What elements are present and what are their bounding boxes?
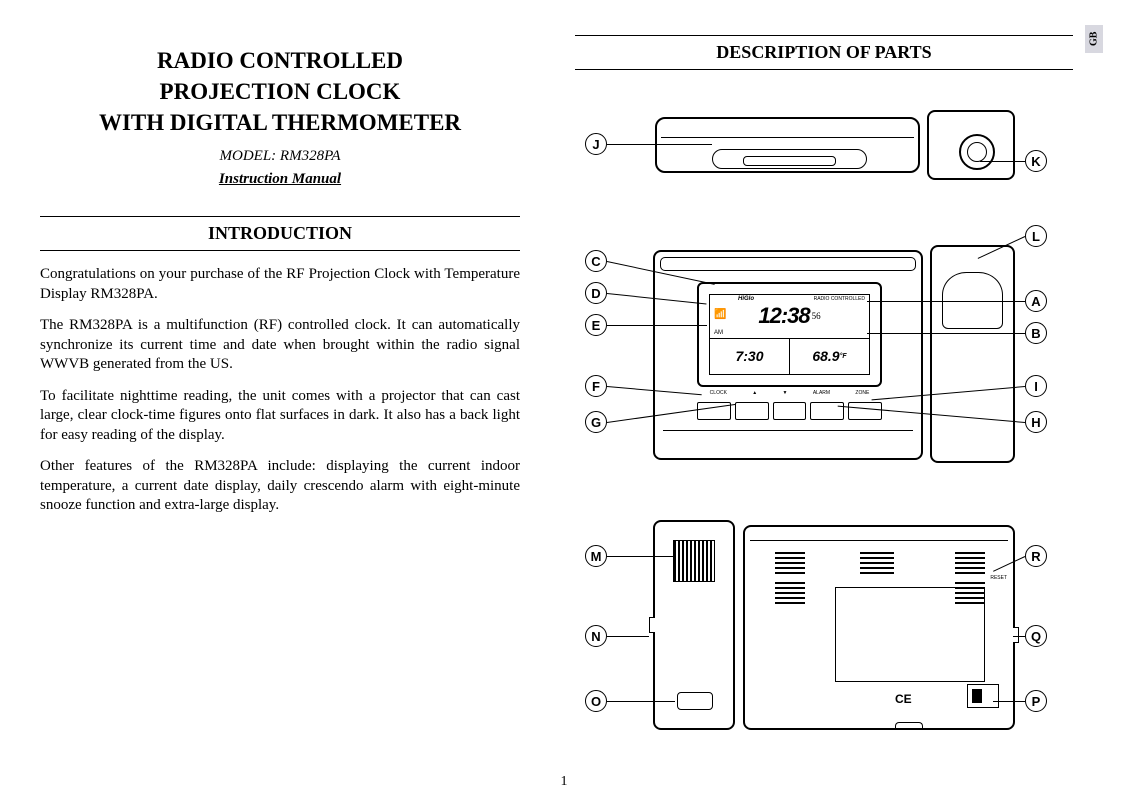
lcd-bottom-row: 7:30 68.9°F bbox=[710, 339, 869, 374]
front-body: HiGlo RADIO CONTROLLED 📶 AM 12:38 56 7:3… bbox=[653, 250, 923, 460]
callout-p: P bbox=[1025, 690, 1047, 712]
vent-icon bbox=[860, 552, 894, 574]
btn-label-zone: ZONE bbox=[855, 390, 869, 396]
front-view: HiGlo RADIO CONTROLLED 📶 AM 12:38 56 7:3… bbox=[653, 245, 1015, 470]
leader-m bbox=[607, 556, 675, 557]
btn-label-up: ▲ bbox=[752, 390, 757, 396]
callout-c: C bbox=[585, 250, 607, 272]
vent-icon bbox=[775, 552, 805, 574]
alarm-time: 7:30 bbox=[710, 339, 790, 374]
projector-lens bbox=[959, 134, 995, 170]
callout-e: E bbox=[585, 314, 607, 336]
callout-a: A bbox=[1025, 290, 1047, 312]
manual-page: G B RADIO CONTROLLED PROJECTION CLOCK WIT… bbox=[0, 0, 1128, 800]
title-line-3: WITH DIGITAL THERMOMETER bbox=[40, 107, 520, 138]
callout-n: N bbox=[585, 625, 607, 647]
leader-e bbox=[607, 325, 707, 326]
btn-label-down: ▼ bbox=[783, 390, 788, 396]
button-labels-row: CLOCK ▲ ▼ ALARM ZONE bbox=[697, 390, 882, 396]
ce-mark: CE bbox=[895, 692, 912, 706]
vent-icon bbox=[775, 582, 805, 604]
intro-p4: Other features of the RM328PA include: d… bbox=[40, 457, 520, 516]
btn-label-alarm: ALARM bbox=[813, 390, 830, 396]
projection-light-switch bbox=[967, 684, 999, 708]
back-side-button-right bbox=[1013, 627, 1019, 643]
page-number: 1 bbox=[561, 774, 568, 790]
leader-a bbox=[867, 301, 1025, 302]
leader-b bbox=[867, 333, 1025, 334]
top-body bbox=[655, 117, 920, 173]
callout-m: M bbox=[585, 545, 607, 567]
back-top-strip bbox=[750, 531, 1008, 541]
zone-button bbox=[848, 402, 882, 420]
seconds: 56 bbox=[812, 311, 821, 321]
btn-label-clock: CLOCK bbox=[710, 390, 727, 396]
manual-label: Instruction Manual bbox=[40, 171, 520, 188]
reset-label: RESET bbox=[990, 575, 1007, 581]
battery-door bbox=[835, 587, 985, 682]
top-projector-housing bbox=[927, 110, 1015, 180]
callout-j: J bbox=[585, 133, 607, 155]
up-button bbox=[735, 402, 769, 420]
callout-i: I bbox=[1025, 375, 1047, 397]
callout-l: L bbox=[1025, 225, 1047, 247]
back-body: RESET CE bbox=[743, 525, 1015, 730]
back-side-button-left bbox=[649, 617, 655, 633]
title-line-1: RADIO CONTROLLED bbox=[40, 45, 520, 76]
am-indicator: AM bbox=[714, 330, 723, 336]
model-line: MODEL: RM328PA bbox=[40, 148, 520, 165]
callout-f: F bbox=[585, 375, 607, 397]
leader-n bbox=[607, 636, 649, 637]
leader-k bbox=[980, 161, 1025, 162]
callout-r: R bbox=[1025, 545, 1047, 567]
brand-text: HiGlo bbox=[738, 296, 754, 302]
button-row bbox=[697, 398, 882, 420]
callout-o: O bbox=[585, 690, 607, 712]
leader-q bbox=[1013, 636, 1025, 637]
intro-p1: Congratulations on your purchase of the … bbox=[40, 265, 520, 304]
lcd-display: HiGlo RADIO CONTROLLED 📶 AM 12:38 56 7:3… bbox=[709, 294, 870, 375]
callout-q: Q bbox=[1025, 625, 1047, 647]
main-time: 12:38 bbox=[758, 303, 809, 329]
right-column: DESCRIPTION OF PARTS J K bbox=[545, 30, 1098, 780]
lcd-time-row: HiGlo RADIO CONTROLLED 📶 AM 12:38 56 bbox=[710, 295, 869, 339]
image-rotation-knob bbox=[673, 540, 715, 582]
main-title: RADIO CONTROLLED PROJECTION CLOCK WITH D… bbox=[40, 45, 520, 138]
signal-icon: 📶 bbox=[714, 309, 726, 320]
callout-b: B bbox=[1025, 322, 1047, 344]
introduction-body: Congratulations on your purchase of the … bbox=[40, 265, 520, 516]
left-column: RADIO CONTROLLED PROJECTION CLOCK WITH D… bbox=[40, 30, 545, 780]
parts-heading: DESCRIPTION OF PARTS bbox=[575, 35, 1073, 70]
snooze-button bbox=[712, 149, 867, 169]
back-projector bbox=[653, 520, 735, 730]
lcd-frame: HiGlo RADIO CONTROLLED 📶 AM 12:38 56 7:3… bbox=[697, 282, 882, 387]
temperature-value: 68.9°F bbox=[790, 339, 869, 374]
leader-p bbox=[993, 701, 1025, 702]
introduction-heading: INTRODUCTION bbox=[40, 216, 520, 251]
front-base-line bbox=[663, 430, 913, 452]
callout-h: H bbox=[1025, 411, 1047, 433]
title-line-2: PROJECTION CLOCK bbox=[40, 76, 520, 107]
callout-k: K bbox=[1025, 150, 1047, 172]
front-top-strip-icon bbox=[660, 257, 916, 271]
radio-controlled-label: RADIO CONTROLLED bbox=[814, 296, 865, 302]
front-projector bbox=[930, 245, 1015, 463]
down-button bbox=[773, 402, 807, 420]
parts-diagram: J K HiGlo RADIO CONTROLLED 📶 AM bbox=[575, 95, 1055, 755]
intro-p3: To facilitate nighttime reading, the uni… bbox=[40, 387, 520, 446]
callout-g: G bbox=[585, 411, 607, 433]
top-view bbox=[655, 105, 1015, 185]
leader-o bbox=[607, 701, 675, 702]
rotation-180-switch bbox=[677, 692, 713, 710]
vent-icon bbox=[955, 552, 985, 574]
back-view: RESET CE bbox=[653, 520, 1015, 740]
dc-jack-icon bbox=[895, 722, 923, 730]
alarm-button bbox=[810, 402, 844, 420]
callout-d: D bbox=[585, 282, 607, 304]
intro-p2: The RM328PA is a multifunction (RF) cont… bbox=[40, 316, 520, 375]
leader-j bbox=[607, 144, 712, 145]
